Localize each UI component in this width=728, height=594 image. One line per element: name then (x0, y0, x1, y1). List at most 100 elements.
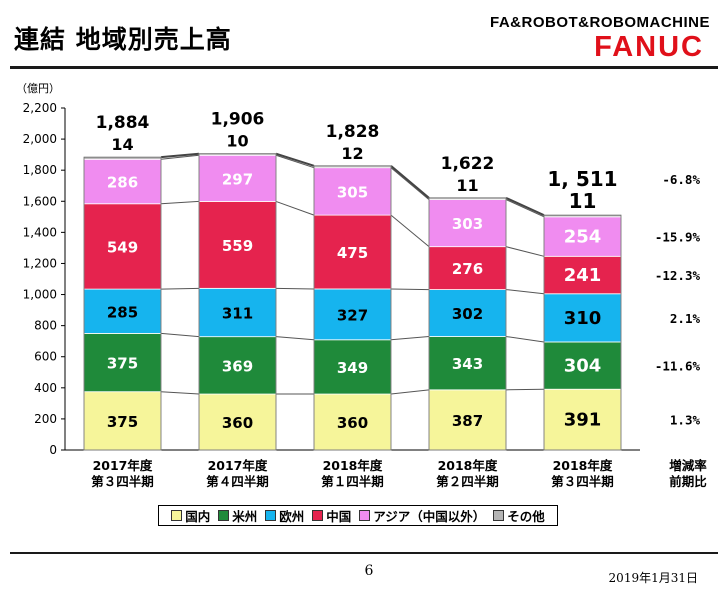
total-value-label: 1,906 (211, 110, 265, 130)
legend-item: 国内 (171, 506, 210, 525)
bar-segment (198, 201, 277, 289)
growth-header-label: 前期比 (669, 474, 707, 489)
x-category-label: 2018年度 (553, 458, 613, 473)
legend-item: 欧州 (265, 506, 304, 525)
x-category-label: 2017年度 (208, 458, 268, 473)
y-unit-label: （億円） (16, 82, 60, 95)
legend-item: 中国 (312, 506, 351, 525)
x-category-label: 第２四半期 (436, 474, 499, 489)
segment-value-label: 241 (564, 265, 602, 286)
segment-value-label: 327 (337, 306, 368, 324)
x-category-label: 第１四半期 (321, 474, 384, 489)
x-category-label: 2018年度 (323, 458, 383, 473)
series-connector-line (275, 200, 315, 216)
footer-divider (10, 552, 718, 554)
brand-tagline: FA&ROBOT&ROBOMACHINE (490, 14, 710, 31)
segment-value-label: 360 (222, 414, 253, 432)
growth-rate-label: -12.3% (655, 268, 701, 283)
series-connector-line (505, 246, 545, 257)
bar-segment (313, 393, 392, 451)
series-connector-line (390, 165, 430, 199)
page-title: 連結 地域別売上高 (14, 25, 232, 54)
bar-outline (543, 214, 622, 451)
bar-segment (428, 289, 507, 337)
legend-item: その他 (493, 506, 545, 525)
chart-legend: 国内 米州 欧州 中国 アジア（中国以外） その他 (158, 505, 558, 526)
segment-value-label: 375 (107, 413, 138, 431)
series-connector-line (160, 200, 200, 205)
legend-swatch (218, 510, 230, 521)
bar-segment (198, 336, 277, 395)
legend-label: その他 (507, 509, 545, 524)
x-category-label: 第３四半期 (91, 474, 154, 489)
y-tick-label: 800 (34, 319, 57, 333)
series-connector-line (275, 154, 315, 169)
series-connector-line (505, 196, 545, 217)
segment-value-label: 391 (564, 410, 602, 431)
y-tick-label: 1,000 (23, 288, 57, 302)
bar-segment (83, 203, 162, 290)
growth-rate-label: 2.1% (670, 311, 701, 326)
legend-swatch (171, 510, 183, 521)
segment-value-label: 360 (337, 414, 368, 432)
bar-outline (198, 153, 277, 451)
x-category-label: 2018年度 (438, 458, 498, 473)
segment-value-label: 549 (107, 238, 138, 256)
title-divider (10, 66, 718, 69)
legend-swatch (493, 510, 505, 521)
y-tick-label: 200 (34, 412, 57, 426)
bar-outline (428, 197, 507, 451)
total-value-label: 1,828 (326, 122, 380, 142)
report-date: 2019年1月31日 (608, 571, 698, 585)
total-value-label: 1,884 (96, 113, 150, 133)
legend-swatch (265, 510, 277, 521)
y-tick-label: 2,200 (23, 101, 57, 115)
series-connector-line (505, 336, 545, 343)
series-connector-line (160, 391, 200, 395)
legend-label: アジア（中国以外） (373, 509, 486, 524)
series-connector-line (390, 389, 430, 395)
series-connector-line (160, 287, 200, 290)
growth-rate-label: -15.9% (655, 230, 701, 245)
series-connector-line (275, 152, 315, 167)
segment-value-label: 254 (564, 227, 602, 248)
bar-segment (83, 288, 162, 334)
series-connector-line (275, 336, 315, 341)
other-value-label: 11 (456, 176, 478, 195)
series-connector-line (390, 214, 430, 248)
y-tick-label: 2,000 (23, 132, 57, 146)
segment-value-label: 276 (452, 260, 483, 278)
page-number: 6 (364, 563, 374, 579)
stacked-bar-chart: （億円） 0 200 400 600 800 1,000 1,200 1,400 1,600 1,8… (16, 82, 707, 489)
bar-segment (83, 333, 162, 393)
x-category-label: 第３四半期 (551, 474, 614, 489)
other-value-label: 14 (111, 135, 133, 154)
segment-value-label: 304 (564, 356, 602, 377)
y-tick-label: 400 (34, 381, 57, 395)
segment-value-label: 311 (222, 305, 253, 323)
x-category-label: 第４四半期 (206, 474, 269, 489)
segment-value-label: 559 (222, 237, 253, 255)
series-connector-line (505, 388, 545, 391)
segment-value-label: 369 (222, 357, 253, 375)
series-connector-line (505, 199, 545, 218)
legend-swatch (359, 510, 371, 521)
series-connector-line (390, 167, 430, 200)
series-connector-line (160, 332, 200, 338)
series-connector-line (160, 152, 200, 159)
segment-value-label: 387 (452, 412, 483, 430)
total-value-label: 1, 511 (547, 167, 617, 191)
segment-value-label: 286 (107, 174, 138, 192)
bar-segment (198, 287, 277, 338)
y-tick-label: 0 (49, 443, 57, 457)
segment-value-label: 475 (337, 244, 368, 262)
bar-segment (428, 246, 507, 290)
growth-rate-label: -11.6% (655, 359, 701, 374)
legend-item: 米州 (218, 506, 257, 525)
series-connector-line (390, 288, 430, 291)
bar-segment (428, 336, 507, 391)
total-value-label: 1,622 (441, 154, 495, 174)
segment-value-label: 343 (452, 355, 483, 373)
segment-value-label: 302 (452, 305, 483, 323)
series-connector-line (275, 287, 315, 290)
